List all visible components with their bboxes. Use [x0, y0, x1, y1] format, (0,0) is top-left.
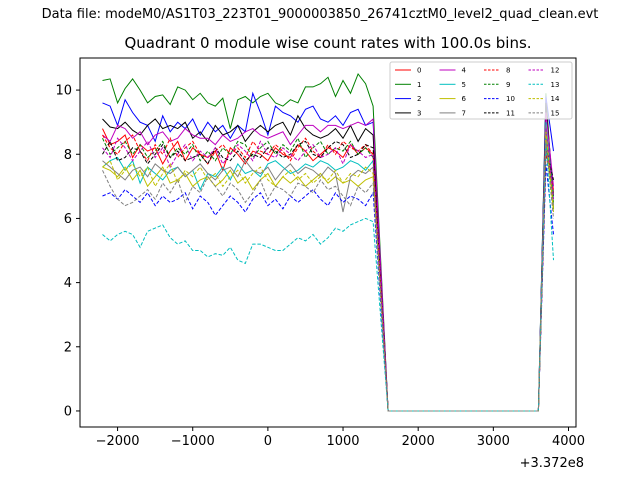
legend-label: 5 — [462, 81, 466, 89]
legend-label: 0 — [417, 67, 421, 75]
legend-label: 12 — [551, 67, 560, 75]
legend-item-9: 9 — [484, 81, 510, 89]
legend-item-1: 1 — [395, 81, 421, 89]
axes-frame — [79, 57, 577, 428]
x-tick-label: 0 — [264, 434, 272, 449]
legend-item-6: 6 — [439, 95, 467, 103]
legend-item-4: 4 — [439, 67, 467, 75]
legend-item-12: 12 — [528, 67, 560, 75]
x-tick-label: 3000 — [477, 434, 510, 449]
x-tick-label: 4000 — [552, 434, 585, 449]
x-tick-label: 2000 — [402, 434, 435, 449]
legend-label: 10 — [506, 95, 515, 103]
series-line-5 — [102, 122, 554, 412]
legend-item-11: 11 — [484, 109, 515, 117]
series-line-11 — [102, 140, 554, 412]
legend-item-3: 3 — [395, 109, 421, 117]
series-line-7 — [102, 125, 554, 412]
legend-item-8: 8 — [484, 67, 510, 75]
tick-layer: −2000 −1000 0 1000 2000 3000 4000 0 2 4 6 8 10 — [55, 84, 585, 449]
x-tick-label: −1000 — [171, 434, 215, 449]
legend-item-13: 13 — [528, 81, 560, 89]
y-tick-label: 4 — [64, 276, 72, 291]
series-line-12 — [102, 128, 554, 412]
legend-label: 4 — [462, 67, 467, 75]
legend-item-14: 14 — [528, 95, 560, 103]
legend-label: 3 — [417, 109, 421, 117]
legend-item-5: 5 — [439, 81, 466, 89]
series-line-15 — [102, 141, 554, 412]
y-tick-label: 6 — [64, 212, 72, 227]
x-offset-label: +3.372e8 — [520, 456, 584, 471]
series-line-10 — [102, 163, 554, 412]
series-line-4 — [102, 112, 554, 412]
series-line-3 — [102, 102, 554, 412]
legend-label: 13 — [551, 81, 560, 89]
y-tick-label: 8 — [64, 148, 72, 163]
legend-box — [389, 61, 573, 120]
legend-item-7: 7 — [439, 109, 466, 117]
legend-label: 1 — [417, 81, 421, 89]
suptitle: Data file: modeM0/AS1T03_223T01_90000038… — [41, 7, 599, 22]
y-tick-label: 10 — [55, 84, 72, 99]
chart-title: Quadrant 0 module wise count rates with … — [124, 34, 532, 52]
plot-layer — [102, 72, 554, 412]
legend-item-0: 0 — [395, 67, 421, 75]
y-tick-label: 2 — [64, 340, 72, 355]
series-line-8 — [102, 134, 554, 412]
legend-label: 7 — [462, 109, 466, 117]
series-line-14 — [102, 131, 554, 412]
x-tick-label: −2000 — [96, 434, 140, 449]
legend-label: 14 — [551, 95, 560, 103]
legend-label: 15 — [551, 109, 560, 117]
series-line-6 — [102, 134, 554, 412]
x-tick-label: 1000 — [326, 434, 359, 449]
legend-item-15: 15 — [528, 109, 560, 117]
series-line-1 — [102, 72, 554, 412]
series-line-13 — [102, 138, 554, 412]
legend-label: 9 — [506, 81, 510, 89]
legend-item-10: 10 — [484, 95, 515, 103]
legend-label: 6 — [462, 95, 467, 103]
legend-label: 11 — [506, 109, 515, 117]
series-line-2 — [102, 91, 554, 412]
legend-label: 8 — [506, 67, 510, 75]
legend-label: 2 — [417, 95, 421, 103]
series-line-9 — [102, 137, 554, 412]
legend-item-2: 2 — [395, 95, 421, 103]
y-tick-label: 0 — [64, 404, 72, 419]
